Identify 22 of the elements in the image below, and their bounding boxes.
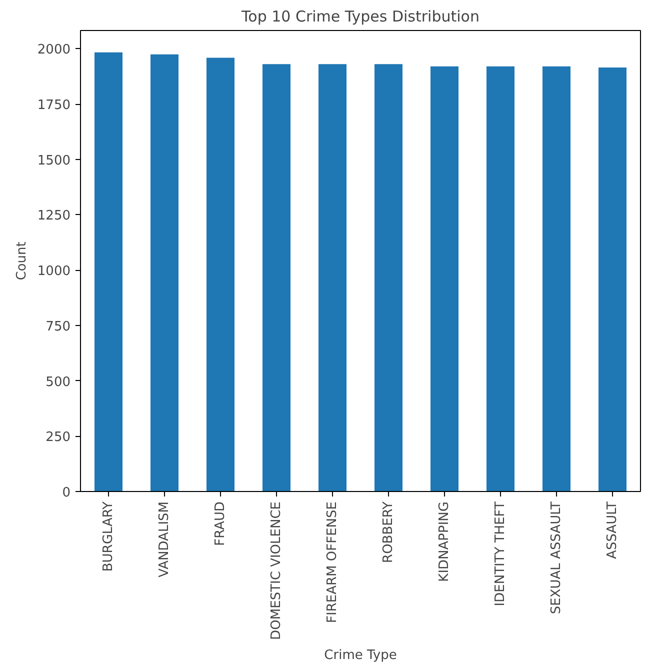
y-tick-label: 0 <box>62 486 71 500</box>
x-tick-label: ASSAULT <box>605 501 620 559</box>
y-tick-label: 2000 <box>37 42 71 58</box>
x-tick-label: DOMESTIC VIOLENCE <box>269 501 284 640</box>
x-tick-label: ROBBERY <box>381 501 396 563</box>
y-tick-label: 500 <box>46 374 71 390</box>
x-tick-label: KIDNAPPING <box>437 501 452 582</box>
y-tick-label: 1000 <box>37 264 71 280</box>
x-tick-label: FIREARM OFFENSE <box>325 501 340 623</box>
chart-title: Top 10 Crime Types Distribution <box>240 8 480 26</box>
x-tick-label: VANDALISM <box>157 501 172 578</box>
x-tick-label: BURGLARY <box>101 501 116 572</box>
y-tick-label: 1250 <box>37 208 71 224</box>
y-tick-label: 1750 <box>37 98 71 114</box>
x-tick-label: FRAUD <box>213 501 228 546</box>
y-axis-title: Count <box>14 242 30 280</box>
x-tick-label: IDENTITY THEFT <box>493 501 508 606</box>
y-tick-label: 250 <box>46 430 71 446</box>
y-tick-label: 1500 <box>37 153 71 168</box>
x-tick-label: SEXUAL ASSAULT <box>549 501 564 614</box>
x-axis-title: Crime Type <box>324 648 397 663</box>
y-tick-label: 750 <box>46 319 71 334</box>
